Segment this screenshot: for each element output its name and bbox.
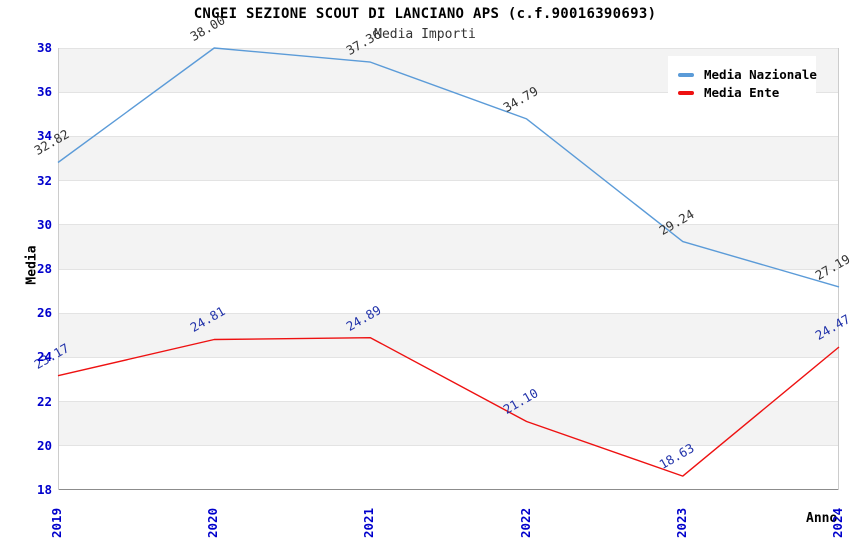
grid-band [58,445,839,490]
x-tick-label: 2022 [517,507,533,538]
x-tick-label: 2024 [830,507,845,538]
plot-area: 32.82 38.00 37.36 34.79 29.24 27.19 23.17 24.81… [32,12,850,490]
x-tick-label: 2020 [205,507,221,538]
plot-right-border [838,48,839,490]
y-tick-label: 20 [36,437,52,453]
y-tick-label: 26 [36,305,52,321]
y-tick-label: 34 [36,128,52,144]
grid-band [58,401,839,446]
gridline [58,224,839,226]
chart-title: CNGEI SEZIONE SCOUT DI LANCIANO APS (c.f… [193,6,657,22]
gridline [58,135,839,137]
legend-swatch-ente-icon [678,90,694,95]
series-line-media-ente [57,337,840,477]
y-tick-label: 24 [36,349,52,365]
x-axis-line [58,489,839,490]
series-lines [57,47,840,477]
grid-band [58,269,839,314]
gridline [58,268,839,270]
x-tick-label: 2023 [673,507,689,538]
y-tick-label: 28 [36,261,52,276]
gridline [58,445,839,447]
gridline [58,312,839,314]
x-tick-label: 2019 [49,507,64,538]
x-axis-title: Anno [806,511,838,526]
legend-label-ente: Media Ente [704,85,780,100]
gridline [58,180,839,182]
y-tick-label: 18 [36,482,52,497]
y-tick-label: 30 [36,216,52,232]
gridline [58,91,839,93]
x-tick-label: 2021 [361,507,377,538]
y-tick-label: 36 [36,84,52,100]
y-tick-label: 22 [36,393,52,409]
y-tick-label: 32 [36,172,52,188]
gridline [58,356,839,358]
grid-band [58,224,839,269]
legend-item-media-ente: Media Ente [678,85,806,100]
plot-left-border [58,48,59,490]
gridline [58,47,839,49]
legend-label-nazionale: Media Nazionale [704,67,817,82]
grid-band [58,136,839,181]
legend-swatch-nazionale-icon [678,72,694,77]
grid-band [58,313,839,358]
grid-band [58,180,839,225]
legend-item-media-nazionale: Media Nazionale [678,67,817,82]
gridline [58,401,839,403]
legend: Media Nazionale Media Ente [668,56,817,111]
series-line-media-nazionale [57,47,840,288]
chart-subtitle: Media Importi [374,27,476,42]
y-tick-label: 38 [36,40,52,55]
